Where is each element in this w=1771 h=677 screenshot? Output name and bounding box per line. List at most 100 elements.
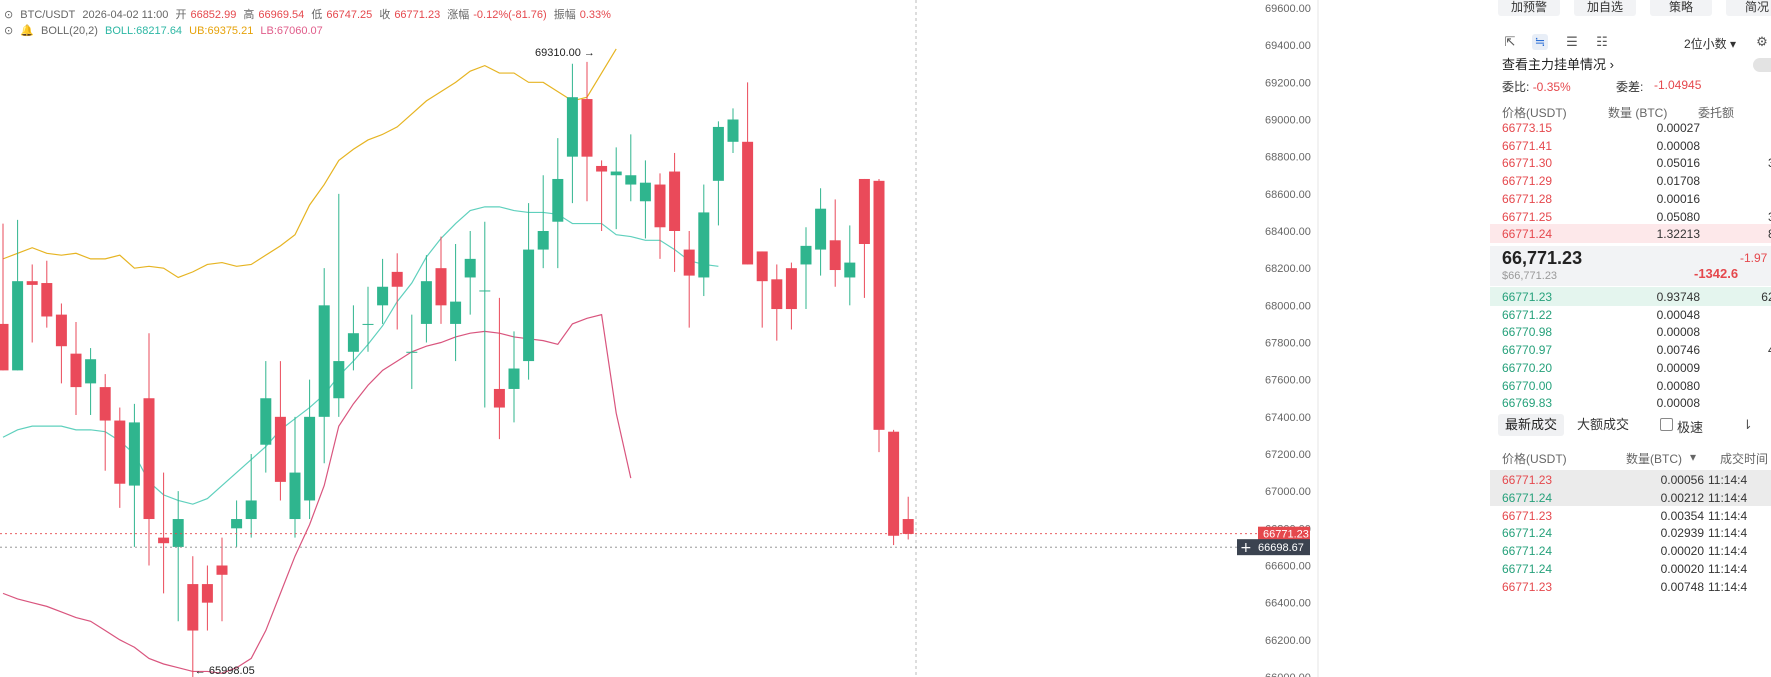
tab-large-trades[interactable]: 大额成交 [1577,417,1630,432]
trade-price: 66771.24 [1502,544,1553,559]
last-change-pct: -1.97 [1740,251,1768,265]
ask-row[interactable]: 66771.30 0.05016 3,349 [1490,153,1771,172]
candle-body [493,388,505,408]
boll-lb-value: LB:67060.07 [260,25,323,37]
order-price: 66771.23 [1502,290,1553,304]
ask-row[interactable]: 66771.24 1.32213 88,28 [1490,224,1771,244]
alert-bell-icon[interactable]: 🔔 [20,25,34,37]
main-orders-toggle[interactable] [1753,58,1771,72]
order-total: 5.3 [1708,325,1771,339]
candle-body [420,281,432,324]
bid-row[interactable]: 66771.23 0.93748 62,597 [1490,287,1771,306]
strategy-button[interactable]: 策略 [1650,0,1712,16]
orderbook-toolbar: ⇱ ≒ ☰ ☷ 2位小数 ▾ ⚙ [1490,34,1771,54]
settings-gear-icon[interactable]: ⚙ [1756,34,1768,49]
candle-body [815,208,827,250]
current-price-label: 66771.23 [1263,529,1309,541]
ask-row[interactable]: 66771.29 0.01708 1,14 [1490,171,1771,190]
add-watchlist-button[interactable]: 加自选 [1574,0,1636,16]
order-total: 3,349 [1708,156,1771,170]
change-label: 涨幅 [447,9,470,21]
fast-mode-checkbox[interactable] [1660,418,1673,431]
boll-upper-band [2,48,617,279]
low-price-marker: ← 65998.05 [195,665,255,677]
high-price-marker: 69310.00 → [535,47,595,59]
candle-body [829,240,841,271]
ask-row[interactable]: 66771.25 0.05080 3,392 [1490,207,1771,226]
candle-body [902,519,914,534]
trade-time: 11:14:4 [1708,579,1748,594]
candle-body [245,500,257,520]
order-quantity: 0.00048 [1656,307,1700,322]
bid-row[interactable]: 66770.97 0.00746 498.1 [1490,340,1771,359]
kline-chart[interactable]: 69600.00 69400.00 69200.00 69000.00 68800.00… [0,0,1320,677]
filter-icon[interactable]: ⇂ [1742,417,1753,432]
change-value: -0.12%(-81.76) [473,9,547,21]
ask-row[interactable]: 66771.28 0.00016 10.6 [1490,189,1771,208]
order-quantity: 0.05016 [1656,156,1700,171]
trade-time: 11:14:4 [1708,473,1748,487]
bid-row[interactable]: 66769.83 0.00008 5.3 [1490,393,1771,412]
candle-body [508,368,520,389]
orderbook-both-icon[interactable]: ⇱ [1504,34,1516,49]
candle-body [844,262,856,278]
ask-row[interactable]: 66773.15 0.00027 18.0 [1490,118,1771,137]
close-label: 收 [379,9,391,21]
collapse-chevron-icon[interactable]: ⊙ [4,9,14,21]
candle-body [552,178,564,222]
bid-row[interactable]: 66770.00 0.00080 53.4 [1490,376,1771,395]
order-total: 32.0 [1708,308,1771,322]
trade-price: 66771.23 [1502,473,1553,487]
order-total: 5.3 [1708,396,1771,410]
order-price: 66771.22 [1502,307,1553,322]
trade-row: 66771.24 0.00212 11:14:4 [1490,487,1771,506]
orderbook-bids-icon[interactable]: ☰ [1566,34,1578,49]
tab-latest-trades[interactable]: 最新成交 [1498,414,1565,436]
candle-body [70,353,82,388]
candle-body [669,171,681,231]
candle-body [727,119,739,142]
y-tick-label: 68400.00 [1265,226,1311,238]
main-orders-label: 查看主力挂单情况 [1502,57,1607,72]
candle-body [128,422,140,486]
bid-row[interactable]: 66770.98 0.00008 5.3 [1490,322,1771,341]
trade-quantity: 0.02939 [1660,526,1704,541]
add-alert-button[interactable]: 加预警 [1498,0,1560,16]
orderbook-split-icon[interactable]: ≒ [1532,34,1548,50]
overview-button[interactable]: 简况 [1726,0,1771,16]
candlestick-chart-svg[interactable]: 69600.00 69400.00 69200.00 69000.00 68800.00… [0,0,1320,677]
collapse-indicator-icon[interactable]: ⊙ [4,25,14,37]
trade-quantity: 0.00020 [1660,544,1704,559]
candle-body [41,283,53,317]
order-quantity: 0.00080 [1656,378,1700,393]
boll-ub-value: UB:69375.21 [189,25,254,37]
trade-price: 66771.24 [1502,562,1553,576]
trade-row: 66771.24 0.02939 11:14:4 [1490,523,1771,541]
last-price: 66,771.23 [1502,248,1583,268]
orderbook-asks-icon[interactable]: ☷ [1596,34,1608,49]
candle-body [143,398,155,520]
candle-body [858,178,870,245]
amplitude-label: 振幅 [553,9,576,21]
trade-time: 11:14:4 [1708,508,1748,523]
candle-body [85,359,97,384]
order-price: 66771.29 [1502,174,1553,189]
ob-header-total: 委托额 [1698,106,1735,120]
candle-body [216,565,228,575]
main-orders-link[interactable]: 查看主力挂单情况 › [1502,54,1771,73]
order-quantity: 0.00027 [1656,121,1700,135]
plus-icon: + [1240,540,1252,556]
decimals-dropdown[interactable]: 2位小数 ▾ [1684,37,1737,51]
candle-body [0,323,9,371]
candle-body [771,279,783,310]
trades-header-qty: 数量(BTC) [1626,452,1682,466]
weicha-value: -1.04945 [1654,78,1702,92]
ask-row[interactable]: 66771.41 0.00008 5.3 [1490,136,1771,155]
market-side-panel: 加预警 加自选 策略 简况 ⇱ ≒ ☰ ☷ 2位小数 ▾ ⚙ 查看主力挂单情况 … [1490,0,1771,677]
y-tick-label: 66400.00 [1265,598,1311,610]
qty-sort-icon[interactable]: ▾ [1690,450,1697,464]
bid-row[interactable]: 66770.20 0.00009 6.0 [1490,358,1771,377]
bid-row[interactable]: 66771.22 0.00048 32.0 [1490,305,1771,324]
y-tick-label: 67200.00 [1265,449,1311,461]
